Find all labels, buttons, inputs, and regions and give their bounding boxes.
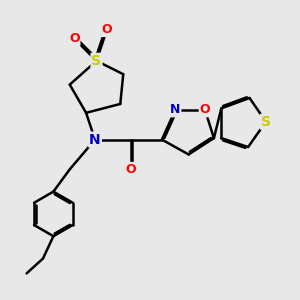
Text: S: S bbox=[92, 54, 101, 68]
Text: O: O bbox=[125, 163, 136, 176]
Text: O: O bbox=[69, 32, 80, 45]
Text: O: O bbox=[200, 103, 210, 116]
Text: S: S bbox=[261, 115, 271, 129]
Text: N: N bbox=[89, 133, 101, 147]
Text: O: O bbox=[102, 23, 112, 36]
Text: N: N bbox=[170, 103, 181, 116]
